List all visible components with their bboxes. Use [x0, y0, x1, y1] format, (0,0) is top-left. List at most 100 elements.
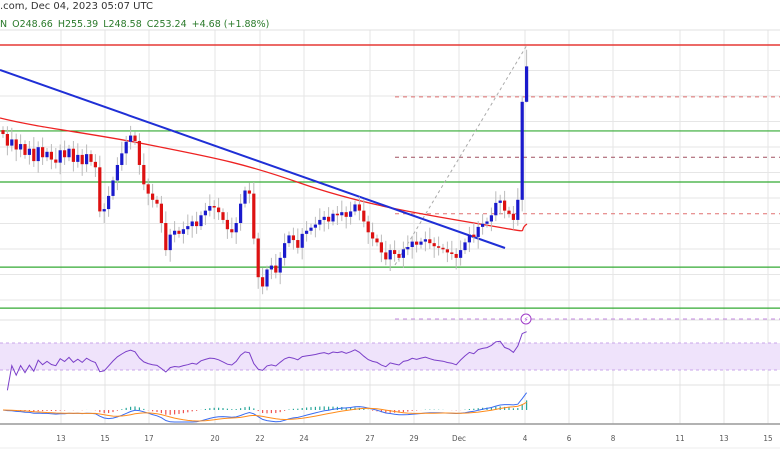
- bullish-candle: [485, 221, 489, 224]
- bearish-candle: [415, 241, 419, 245]
- signal-line: [2, 401, 527, 422]
- bullish-candle: [203, 210, 207, 216]
- bullish-candle: [423, 239, 427, 242]
- x-axis: 13 15 17 20 22 24 27 29 Dec 4 6 8 11 13 15: [0, 423, 780, 449]
- bullish-candle: [67, 148, 71, 158]
- bearish-candle: [89, 154, 93, 162]
- bearish-candle: [164, 223, 168, 251]
- bearish-candle: [41, 147, 45, 158]
- bearish-candle: [230, 229, 234, 233]
- candles: [1, 49, 529, 295]
- bullish-candle: [120, 153, 124, 165]
- bullish-candle: [27, 148, 31, 155]
- measure-line: [394, 44, 528, 266]
- bullish-candle: [476, 226, 480, 237]
- bearish-candle: [195, 221, 199, 227]
- x-tick-label: 24: [299, 434, 309, 443]
- bearish-candle: [357, 204, 361, 211]
- x-tick-label: 13: [719, 434, 728, 443]
- bullish-candle: [419, 241, 423, 245]
- bearish-candle: [441, 247, 445, 250]
- rsi-panel: [0, 331, 780, 391]
- bullish-candle: [76, 154, 80, 162]
- x-tick-label: 17: [144, 434, 153, 443]
- bearish-candle: [98, 167, 102, 212]
- bullish-candle: [463, 242, 467, 251]
- bullish-candle: [115, 164, 119, 181]
- bearish-trend-line: [0, 69, 506, 249]
- bearish-candle: [393, 250, 397, 254]
- bullish-candle: [186, 226, 190, 230]
- bearish-candle: [291, 235, 295, 241]
- bearish-candle: [155, 199, 159, 204]
- x-tick-label: 8: [611, 434, 616, 443]
- bullish-candle: [401, 249, 405, 258]
- bullish-candle: [107, 195, 111, 210]
- bearish-candle: [217, 207, 221, 213]
- bearish-candle: [247, 190, 251, 194]
- bearish-candle: [437, 246, 441, 248]
- bullish-candle: [467, 234, 471, 243]
- bearish-candle: [507, 210, 511, 214]
- bullish-candle: [305, 230, 309, 234]
- bullish-candle: [190, 221, 194, 227]
- x-tick-label: 29: [409, 434, 419, 443]
- bearish-candle: [397, 253, 401, 258]
- bullish-candle: [300, 233, 304, 248]
- bearish-candle: [146, 184, 150, 194]
- bearish-candle: [5, 134, 9, 146]
- bearish-candle: [221, 212, 225, 220]
- bearish-candle: [296, 240, 300, 248]
- bearish-candle: [49, 151, 53, 160]
- chart-source-timestamp: .com, Dec 04, 2023 05:07 UTC: [0, 1, 153, 12]
- bullish-candle: [243, 190, 247, 204]
- bullish-candle: [353, 204, 357, 212]
- alert-icon: [520, 313, 532, 325]
- bullish-candle: [85, 154, 89, 165]
- bearish-candle: [252, 193, 256, 239]
- bearish-candle: [375, 238, 379, 243]
- bearish-candle: [428, 239, 432, 244]
- bearish-candle: [133, 135, 137, 141]
- bullish-candle: [278, 257, 282, 273]
- bullish-candle: [481, 223, 485, 227]
- bearish-candle: [503, 200, 507, 211]
- x-tick-label: 22: [255, 434, 264, 443]
- x-tick-label: 11: [675, 434, 684, 443]
- bullish-candle: [516, 199, 520, 220]
- bullish-candle: [489, 215, 493, 222]
- bullish-candle: [525, 66, 529, 102]
- bearish-candle: [80, 154, 84, 165]
- bearish-candle: [1, 130, 5, 135]
- bullish-candle: [269, 265, 273, 270]
- overlay-lines: ⚡: [0, 44, 532, 325]
- bullish-candle: [331, 213, 335, 222]
- bearish-candle: [366, 221, 370, 233]
- bullish-candle: [498, 200, 502, 203]
- bullish-candle: [168, 234, 172, 251]
- bearish-candle: [454, 253, 458, 258]
- bullish-candle: [388, 250, 392, 260]
- x-tick-label: 15: [100, 434, 109, 443]
- bearish-candle: [142, 164, 146, 185]
- bullish-candle: [111, 180, 115, 196]
- bullish-candle: [318, 219, 322, 225]
- bullish-candle: [173, 230, 177, 235]
- bearish-candle: [159, 203, 163, 224]
- bearish-candle: [371, 232, 375, 239]
- bearish-candle: [212, 205, 216, 208]
- high-value: H255.39: [57, 19, 99, 30]
- bullish-candle: [58, 150, 62, 163]
- lightning-icon: ⚡: [524, 316, 529, 324]
- bearish-candle: [63, 150, 67, 158]
- bullish-candle: [129, 135, 133, 142]
- bullish-candle: [239, 203, 243, 224]
- close-value: C253.24: [146, 19, 187, 30]
- bullish-candle: [459, 250, 463, 258]
- bearish-candle: [137, 140, 141, 165]
- symbol-suffix: N: [0, 19, 8, 30]
- bearish-candle: [344, 212, 348, 217]
- change-value: +4.68 (+1.88%): [191, 19, 270, 30]
- x-tick-label: 27: [365, 434, 374, 443]
